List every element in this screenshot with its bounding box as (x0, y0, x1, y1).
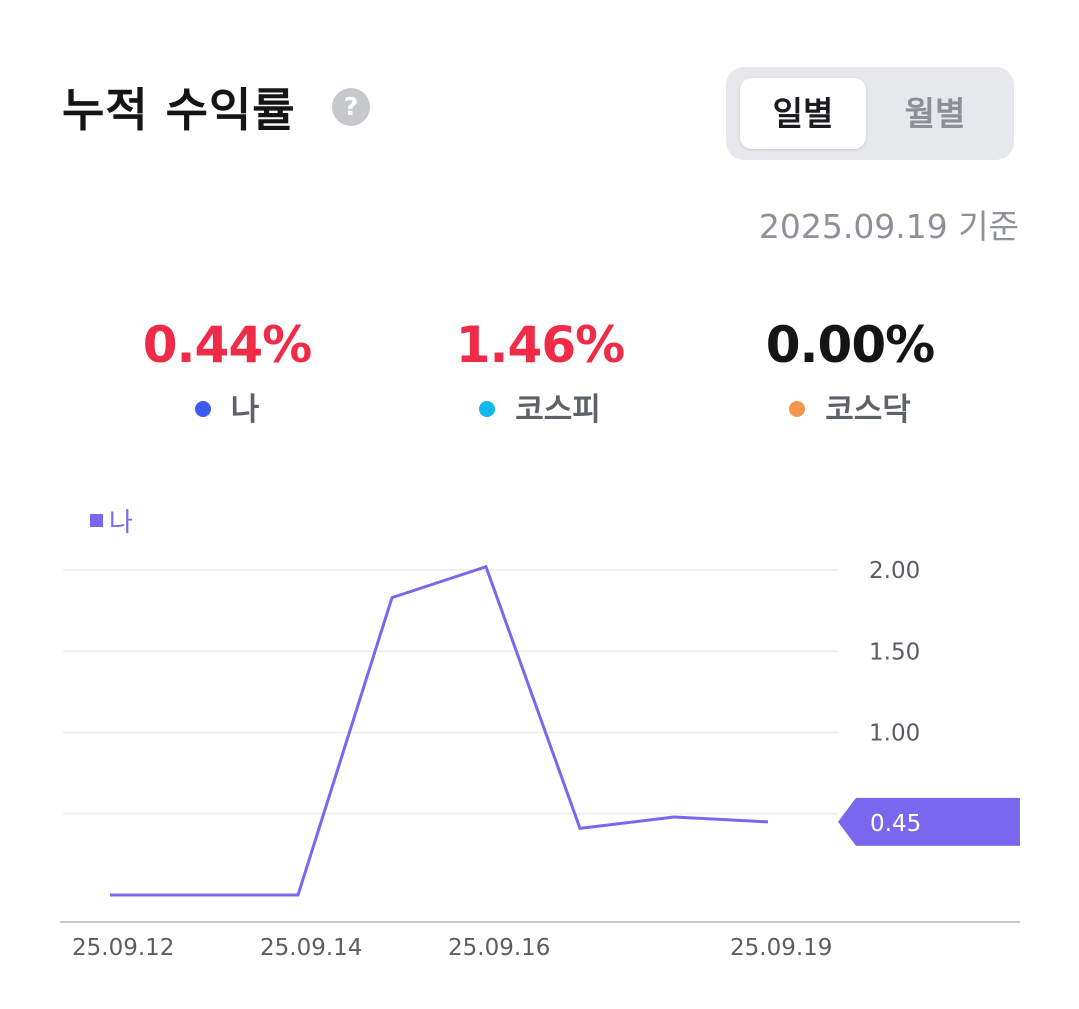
period-toggle: 일별 월별 (726, 67, 1014, 160)
x-tick-label: 25.09.14 (260, 935, 362, 961)
x-tick-label: 25.09.12 (72, 935, 174, 961)
toggle-monthly-button[interactable]: 월별 (904, 94, 966, 133)
legend-square-icon (90, 514, 103, 527)
stat-label-row: 코스닥 (700, 384, 1000, 429)
stat-label-row: 나 (77, 384, 377, 429)
legend-dot-icon (479, 400, 496, 417)
legend-dot-icon (194, 400, 211, 417)
legend-label: 나 (109, 508, 133, 538)
current-value-badge (838, 797, 1020, 846)
stat-kospi: 1.46% 코스피 (390, 316, 690, 429)
stat-label-row: 코스피 (390, 384, 690, 429)
page-title: 누적 수익률 (62, 83, 296, 137)
stat-me: 0.44% 나 (77, 316, 377, 429)
stat-value: 0.44% (142, 316, 312, 374)
toggle-daily-button[interactable]: 일별 (740, 78, 866, 149)
current-value-label: 0.45 (870, 811, 921, 837)
y-tick-label: 2.00 (869, 558, 920, 584)
stat-kosdaq: 0.00% 코스닥 (700, 316, 1000, 429)
y-tick-label: 1.50 (869, 639, 920, 665)
stat-label: 나 (230, 392, 260, 428)
stat-value: 0.00% (765, 316, 935, 374)
question-icon[interactable]: ? (332, 88, 370, 126)
chart-legend: 나 (90, 502, 133, 539)
stat-label: 코스닥 (825, 392, 911, 428)
series-line (110, 564, 769, 897)
stat-label: 코스피 (515, 392, 601, 428)
x-tick-label: 25.09.19 (730, 935, 832, 961)
stat-value: 1.46% (455, 316, 625, 374)
as-of-date: 2025.09.19 기준 (758, 207, 1019, 246)
x-tick-label: 25.09.16 (448, 935, 550, 961)
y-tick-label: 1.00 (869, 721, 920, 747)
legend-dot-icon (789, 400, 806, 417)
